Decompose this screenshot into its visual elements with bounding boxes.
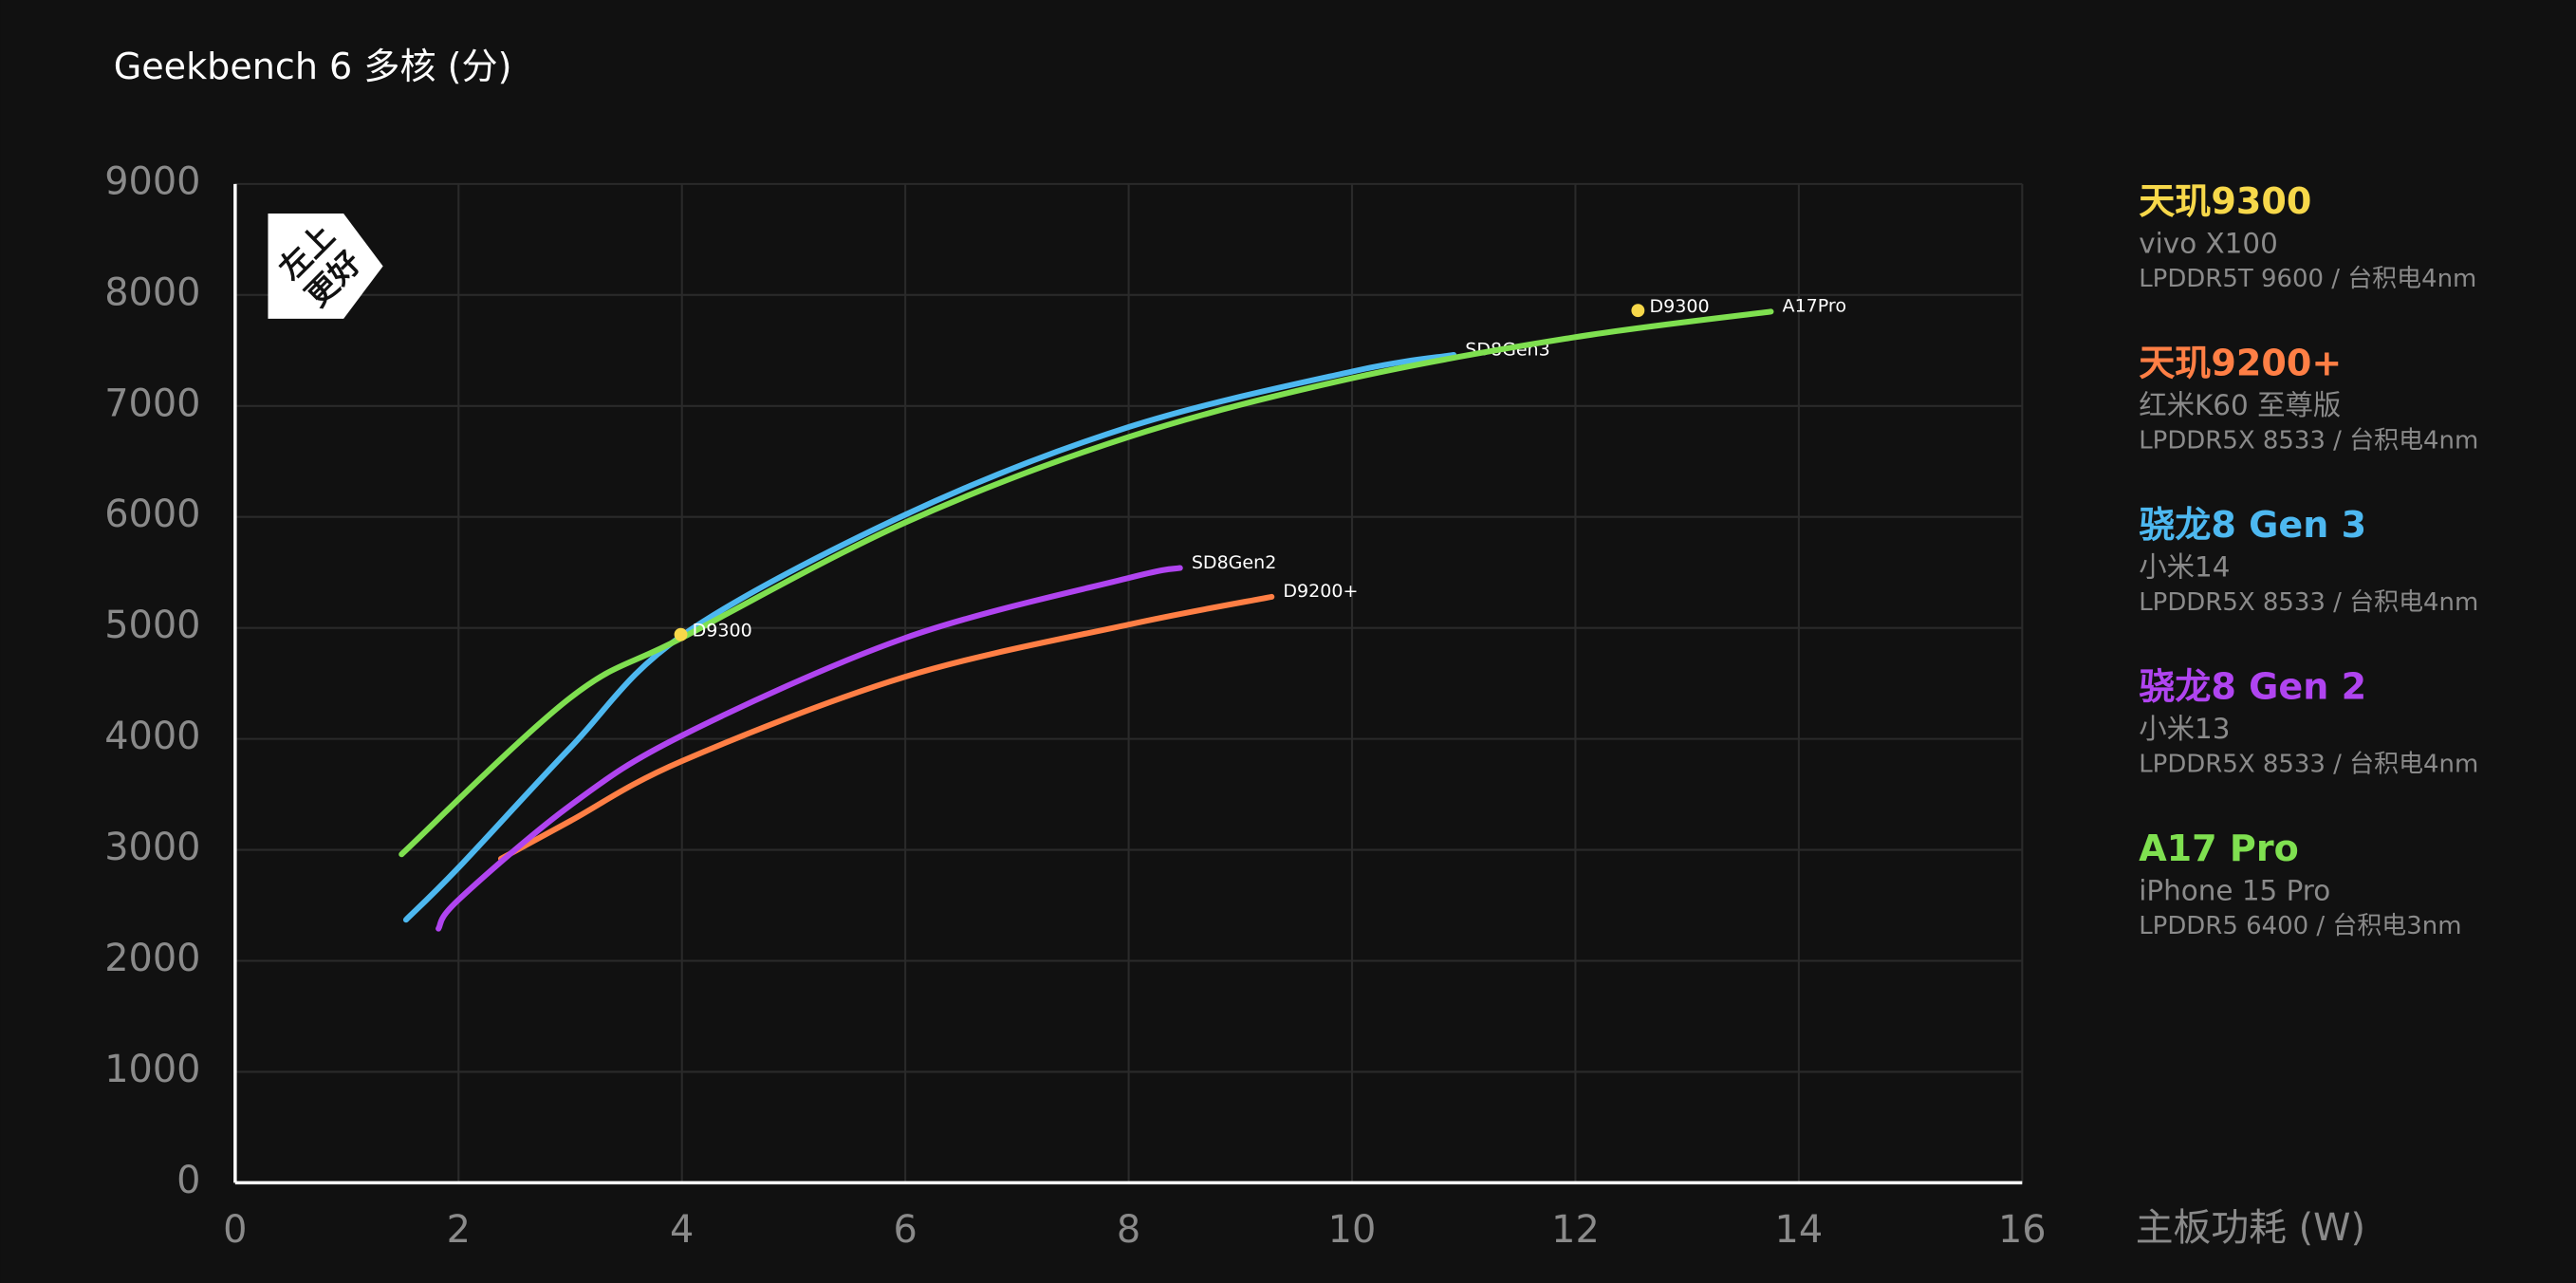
y-tick-label: 2000: [104, 937, 200, 980]
x-tick-label: 4: [670, 1208, 694, 1252]
y-tick-label: 8000: [104, 270, 200, 314]
legend-memory: LPDDR5 6400 / 台积电3nm: [2139, 912, 2461, 940]
x-tick-label: 0: [223, 1208, 247, 1252]
legend-name: 天玑9200+: [2139, 343, 2342, 384]
series-line: [402, 351, 1457, 923]
x-tick-label: 6: [893, 1208, 917, 1252]
x-tick-label: 12: [1551, 1208, 1600, 1252]
series-line: [436, 565, 1183, 932]
x-tick-label: 8: [1117, 1208, 1140, 1252]
legend-device: 小米14: [2139, 550, 2230, 583]
legend-name: 骁龙8 Gen 3: [2139, 504, 2366, 546]
y-tick-label: 1000: [104, 1048, 200, 1091]
point-label: D9200+: [1283, 581, 1358, 602]
plot: 0 1000 2000 3000 4000 5000 6000 7000 8000 9000 0 2 4…: [104, 159, 2046, 1251]
x-tick-label: 2: [447, 1208, 471, 1252]
y-tick-label: 5000: [104, 604, 200, 647]
point-label: SD8Gen2: [1192, 552, 1276, 573]
data-point: [674, 627, 688, 642]
legend-device: vivo X100: [2139, 227, 2278, 259]
y-tick-label: 0: [176, 1159, 200, 1202]
x-tick-label: 14: [1775, 1208, 1824, 1252]
point-label: D9300: [693, 621, 752, 642]
badge-shape: [268, 214, 383, 319]
y-tick-label: 4000: [104, 715, 200, 758]
y-tick-label: 9000: [104, 159, 200, 203]
legend-name: 骁龙8 Gen 2: [2139, 666, 2366, 708]
x-axis-title: 主板功耗 (W): [2136, 1206, 2365, 1250]
legend-device: 小米13: [2139, 713, 2230, 745]
x-tick-label: 10: [1328, 1208, 1377, 1252]
legend-name: A17 Pro: [2139, 827, 2299, 869]
legend-device: 红米K60 至尊版: [2139, 389, 2341, 421]
legend-memory: LPDDR5X 8533 / 台积电4nm: [2139, 426, 2478, 455]
x-tick-label: 16: [1998, 1208, 2047, 1252]
legend-memory: LPDDR5T 9600 / 台积电4nm: [2139, 265, 2476, 293]
y-axis-title: Geekbench 6 多核 (分): [114, 46, 512, 87]
legend-name: 天玑9300: [2139, 180, 2311, 222]
legend-memory: LPDDR5X 8533 / 台积电4nm: [2139, 588, 2478, 617]
y-tick-label: 3000: [104, 826, 200, 869]
point-label: A17Pro: [1783, 296, 1846, 317]
series-line: [497, 593, 1275, 862]
point-label: D9300: [1649, 296, 1709, 317]
y-tick-label: 7000: [104, 381, 200, 425]
legend-memory: LPDDR5X 8533 / 台积电4nm: [2139, 750, 2478, 778]
badge: 左上 更好: [268, 214, 383, 319]
legend-device: iPhone 15 Pro: [2139, 874, 2330, 906]
data-point: [1631, 304, 1645, 318]
series-line: [398, 308, 1774, 858]
y-tick-label: 6000: [104, 493, 200, 536]
